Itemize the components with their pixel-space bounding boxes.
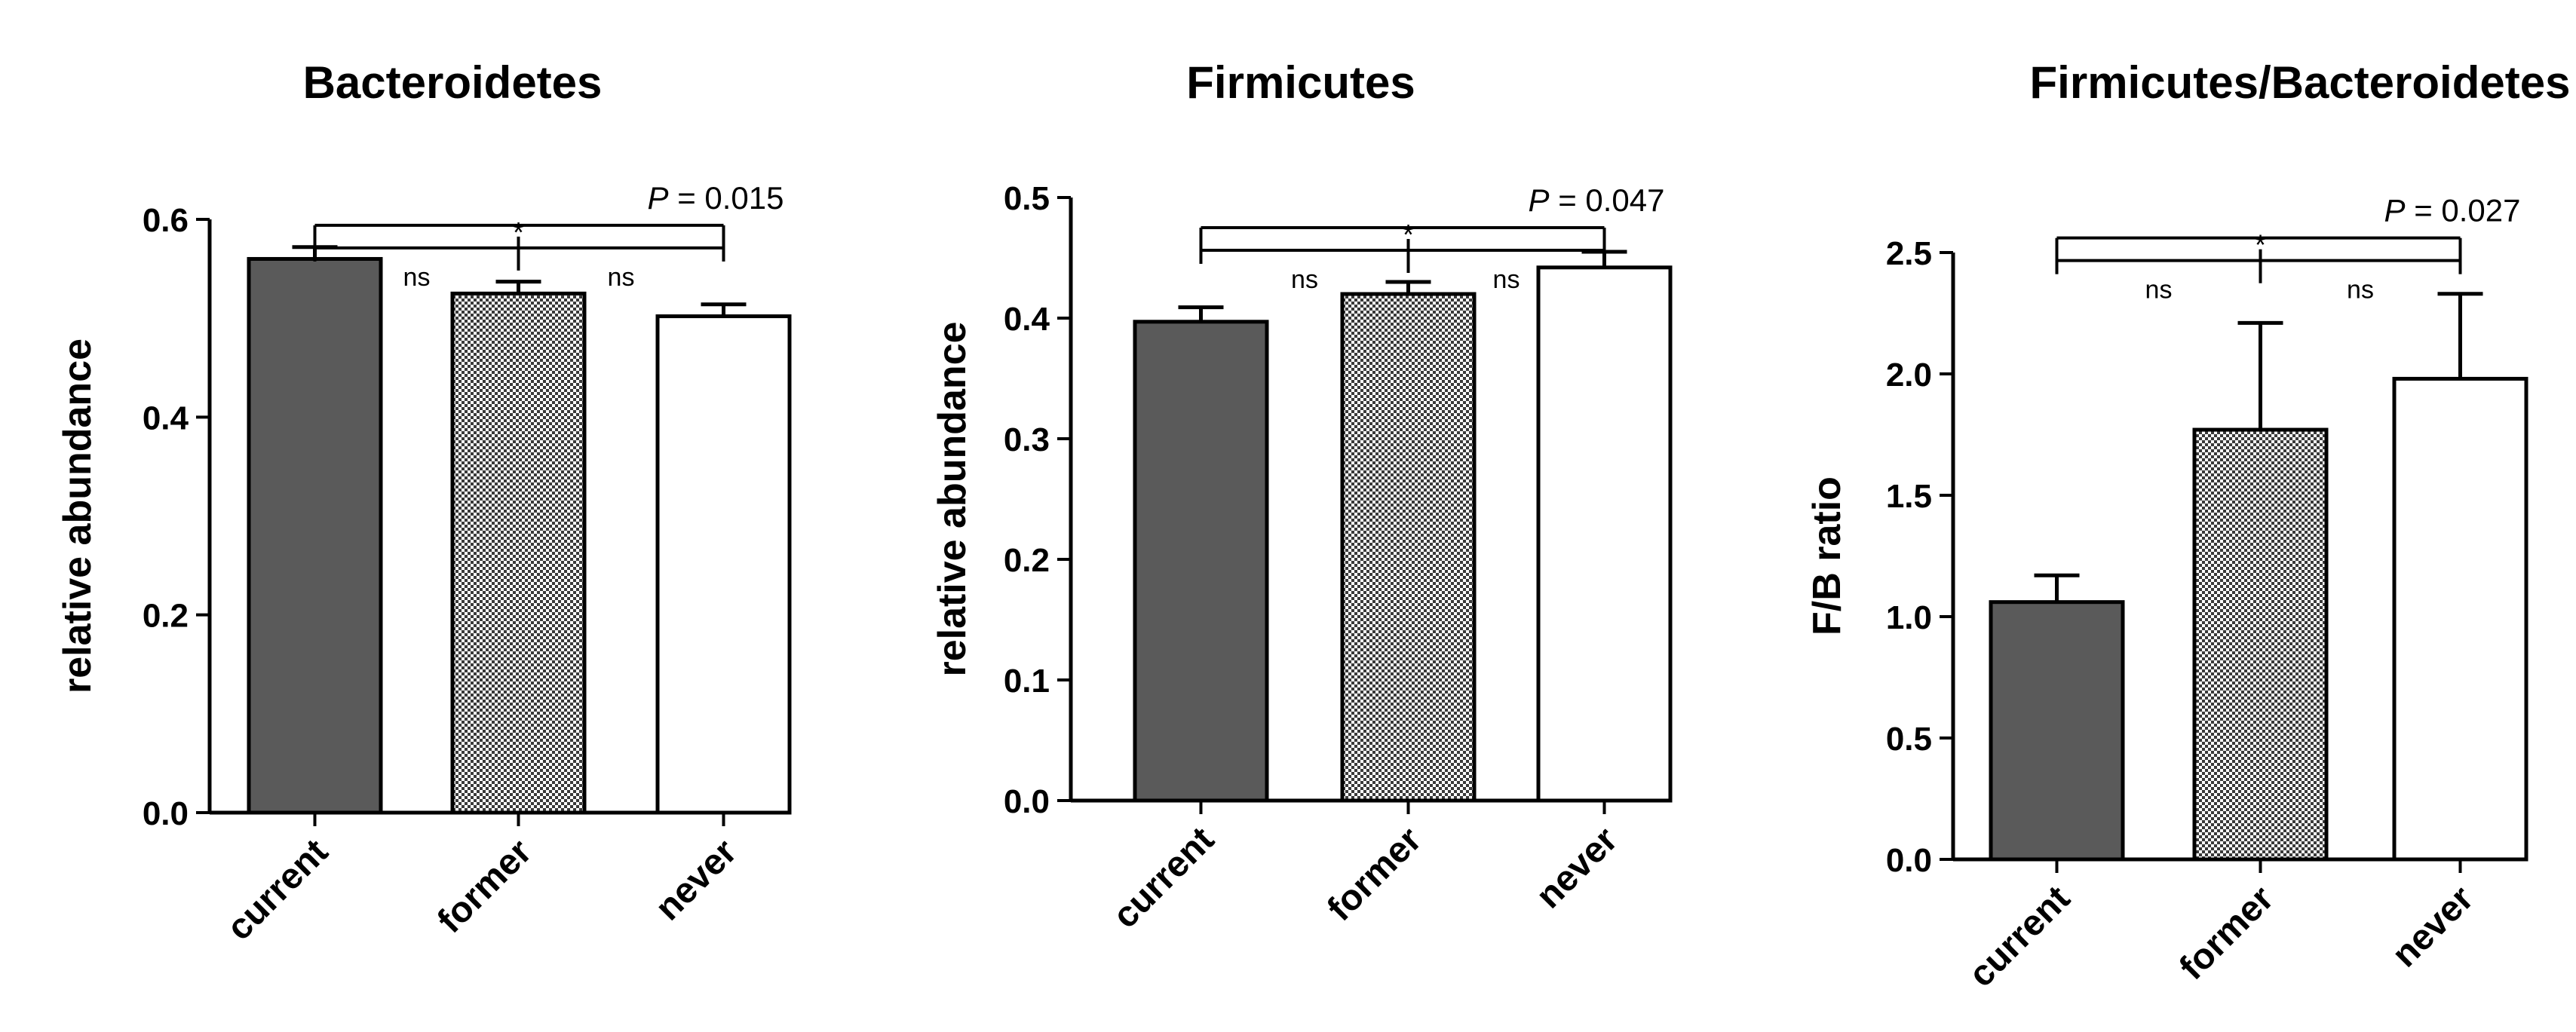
x-tick-label-former: former bbox=[2172, 878, 2281, 988]
y-axis-label: F/B ratio bbox=[1805, 476, 1849, 635]
bar-current bbox=[247, 256, 383, 815]
y-axis-label: relative abundance bbox=[56, 338, 100, 694]
x-tick-label-current: current bbox=[219, 831, 336, 948]
y-tick-label: 0.1 bbox=[1004, 663, 1050, 700]
overall-significance-star: * bbox=[2255, 230, 2266, 262]
y-tick-label: 0.3 bbox=[1004, 421, 1050, 458]
p-value-number: = 0.015 bbox=[669, 180, 784, 216]
y-tick-label: 0.4 bbox=[143, 400, 189, 436]
y-tick-label: 0.2 bbox=[143, 598, 189, 635]
overall-significance-star: * bbox=[1403, 219, 1414, 251]
bar-never bbox=[2392, 376, 2528, 862]
x-tick-label-former: former bbox=[430, 831, 539, 941]
p-value-number: = 0.027 bbox=[2406, 193, 2521, 228]
y-axis-label: relative abundance bbox=[931, 321, 974, 676]
y-tick-label: 2.5 bbox=[1886, 235, 1932, 272]
p-symbol: P bbox=[648, 180, 669, 216]
y-tick-label: 0.0 bbox=[1004, 783, 1050, 820]
x-tick-label-current: current bbox=[1106, 819, 1222, 936]
p-symbol: P bbox=[1529, 182, 1550, 218]
ns-label: ns bbox=[403, 263, 431, 292]
x-tick-label-never: never bbox=[2384, 878, 2481, 975]
bar-former bbox=[2192, 427, 2329, 862]
significance-annotations: * ns ns P = 0.015 bbox=[313, 180, 784, 292]
y-tick-label: 1.0 bbox=[1886, 599, 1932, 636]
bar-current bbox=[1989, 600, 2125, 862]
ns-label: ns bbox=[2347, 276, 2374, 305]
y-tick-label: 0.0 bbox=[1886, 842, 1932, 879]
y-tick-label: 0.5 bbox=[1886, 721, 1932, 758]
chart-title: Firmicutes/Bacteroidetes bbox=[2030, 57, 2571, 108]
p-value: P = 0.015 bbox=[648, 180, 784, 216]
bar-never bbox=[1536, 265, 1673, 803]
y-tick-label: 0.0 bbox=[143, 795, 189, 832]
x-tick-label-never: never bbox=[1529, 819, 1625, 916]
y-tick-label: 0.4 bbox=[1004, 301, 1050, 338]
y-tick-label: 0.6 bbox=[143, 202, 189, 239]
ns-label: ns bbox=[608, 263, 635, 292]
chart-title: Bacteroidetes bbox=[303, 57, 603, 108]
overall-significance-star: * bbox=[513, 217, 524, 249]
chart-title: Firmicutes bbox=[1186, 57, 1415, 108]
x-tick-label-former: former bbox=[1320, 819, 1429, 929]
ns-label: ns bbox=[1291, 265, 1318, 294]
significance-annotations: * ns ns P = 0.027 bbox=[2055, 193, 2521, 305]
p-symbol: P bbox=[2384, 193, 2406, 228]
y-tick-label: 1.5 bbox=[1886, 478, 1932, 515]
significance-annotations: * ns ns P = 0.047 bbox=[1199, 182, 1665, 294]
x-tick-label-current: current bbox=[1961, 878, 2078, 994]
chart-panel-1: Bacteroidetes relative abundance 0.0 0.2 0.4… bbox=[56, 57, 792, 948]
ns-label: ns bbox=[2145, 276, 2173, 305]
y-tick-label: 0.2 bbox=[1004, 542, 1050, 579]
p-value: P = 0.047 bbox=[1529, 182, 1665, 218]
chart-panel-2: Firmicutes relative abundance 0.0 0.1 0.2 0.3… bbox=[931, 57, 1673, 936]
bar-former bbox=[1340, 292, 1477, 803]
x-tick-label-never: never bbox=[648, 831, 744, 928]
bar-current bbox=[1133, 320, 1269, 803]
bar-former bbox=[450, 291, 587, 815]
p-value-number: = 0.047 bbox=[1550, 182, 1665, 218]
p-value: P = 0.027 bbox=[2384, 193, 2521, 228]
y-tick-label: 2.0 bbox=[1886, 357, 1932, 394]
y-tick-label: 0.5 bbox=[1004, 180, 1050, 217]
chart-panel-3: Firmicutes/Bacteroidetes F/B ratio 0.0 0.5 1… bbox=[1805, 57, 2570, 995]
bar-never bbox=[655, 314, 792, 815]
ns-label: ns bbox=[1493, 265, 1520, 294]
